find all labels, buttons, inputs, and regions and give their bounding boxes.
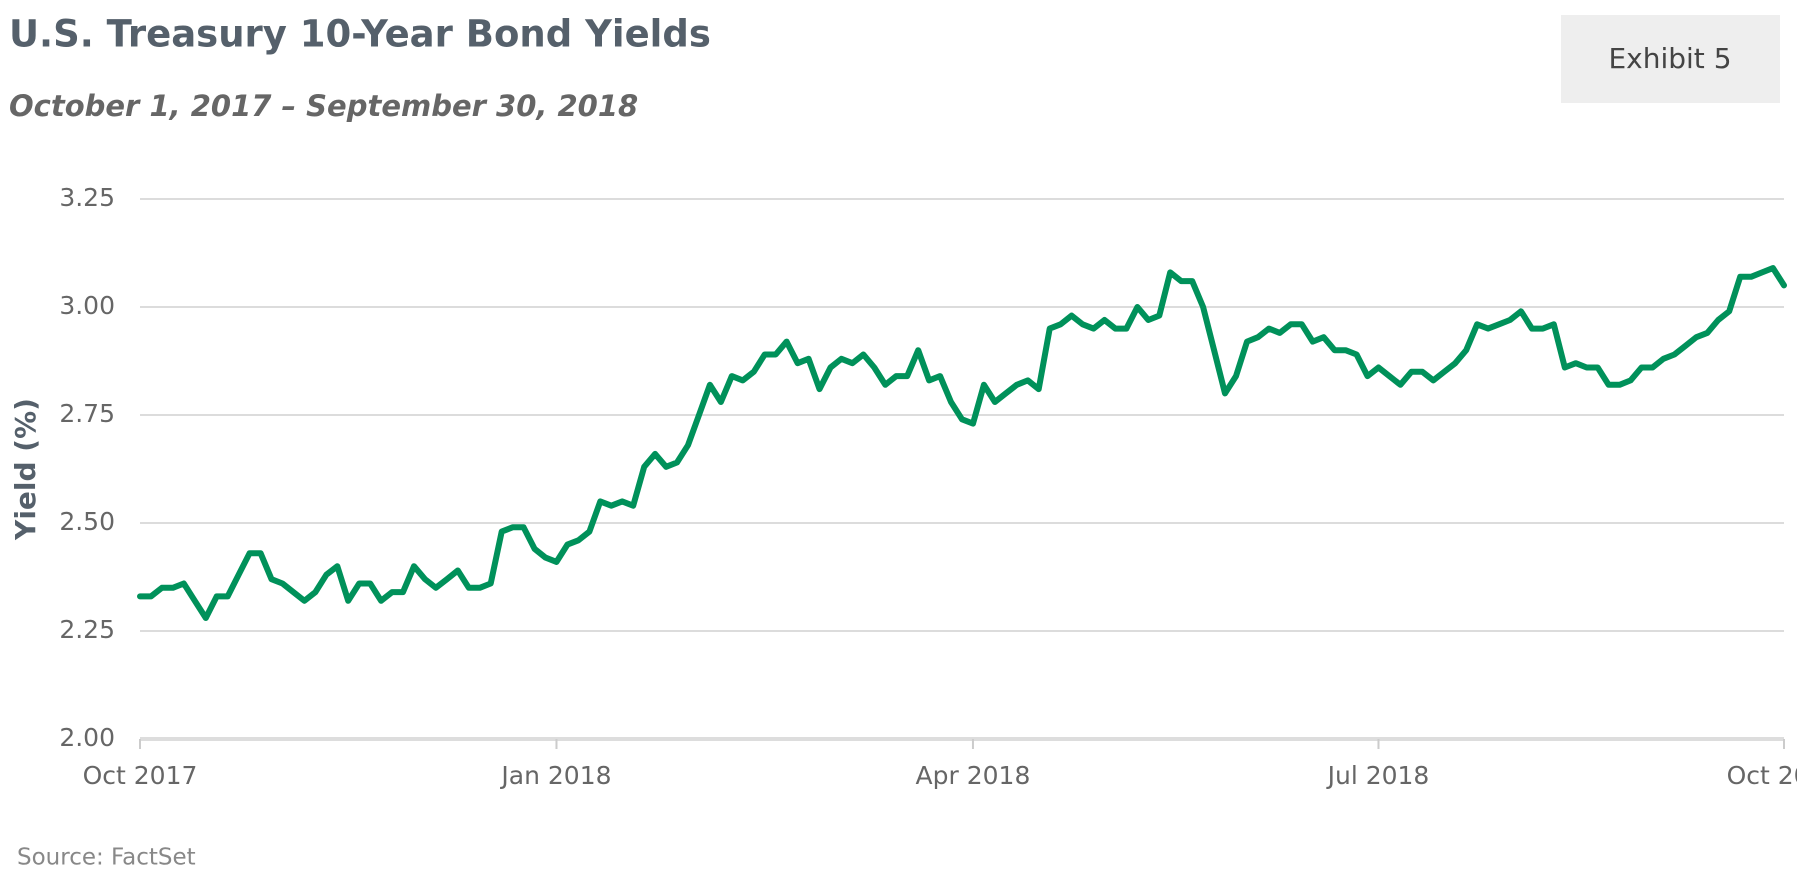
y-axis-label: Yield (%) <box>9 398 42 541</box>
chart-title: U.S. Treasury 10-Year Bond Yields <box>9 13 711 56</box>
exhibit-box <box>1561 15 1780 103</box>
y-tick-label: 2.50 <box>59 507 115 536</box>
x-tick-label: Oct 2017 <box>83 761 198 790</box>
x-tick-label: Jan 2018 <box>499 761 611 790</box>
y-tick-label: 3.25 <box>59 183 115 212</box>
y-tick-label: 2.75 <box>59 399 115 428</box>
y-tick-label: 2.00 <box>59 723 115 752</box>
exhibit-label: Exhibit 5 <box>1608 42 1731 75</box>
chart-subtitle: October 1, 2017 – September 30, 2018 <box>9 89 638 123</box>
yield-line <box>137 265 1787 621</box>
x-tick-label: Apr 2018 <box>916 761 1031 790</box>
x-tick-label: Jul 2018 <box>1326 761 1430 790</box>
y-tick-label: 3.00 <box>59 291 115 320</box>
source-note: Source: FactSet <box>17 845 196 871</box>
y-tick-label: 2.25 <box>59 615 115 644</box>
x-tick-label: Oct 2018 <box>1727 761 1797 790</box>
